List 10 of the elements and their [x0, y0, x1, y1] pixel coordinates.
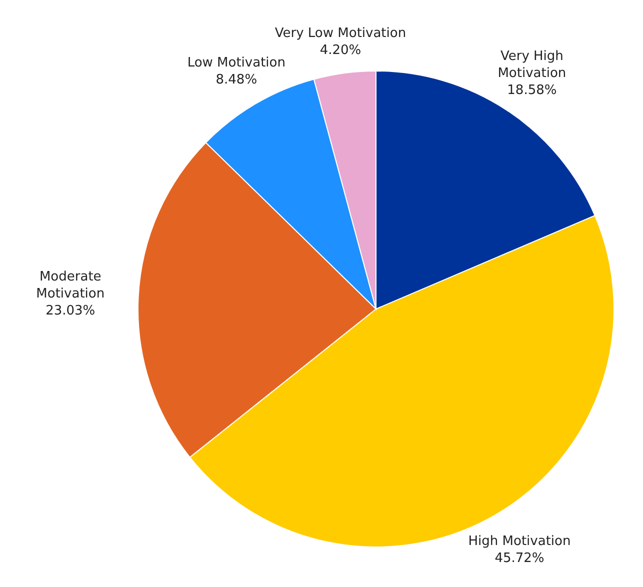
slice-label: High Motivation	[468, 533, 571, 548]
data-label: 23.03%	[46, 302, 96, 318]
data-label: 45.72%	[494, 550, 544, 566]
slice-label: Very High Motivation	[498, 48, 566, 80]
slice-label: Moderate Motivation	[36, 268, 105, 301]
data-label: 8.48%	[216, 72, 258, 87]
slice-label: Very Low Motivation	[274, 25, 406, 40]
data-label: 18.58%	[507, 82, 557, 98]
data-label: 4.20%	[320, 42, 362, 58]
slice-label: Low Motivation	[187, 54, 286, 70]
